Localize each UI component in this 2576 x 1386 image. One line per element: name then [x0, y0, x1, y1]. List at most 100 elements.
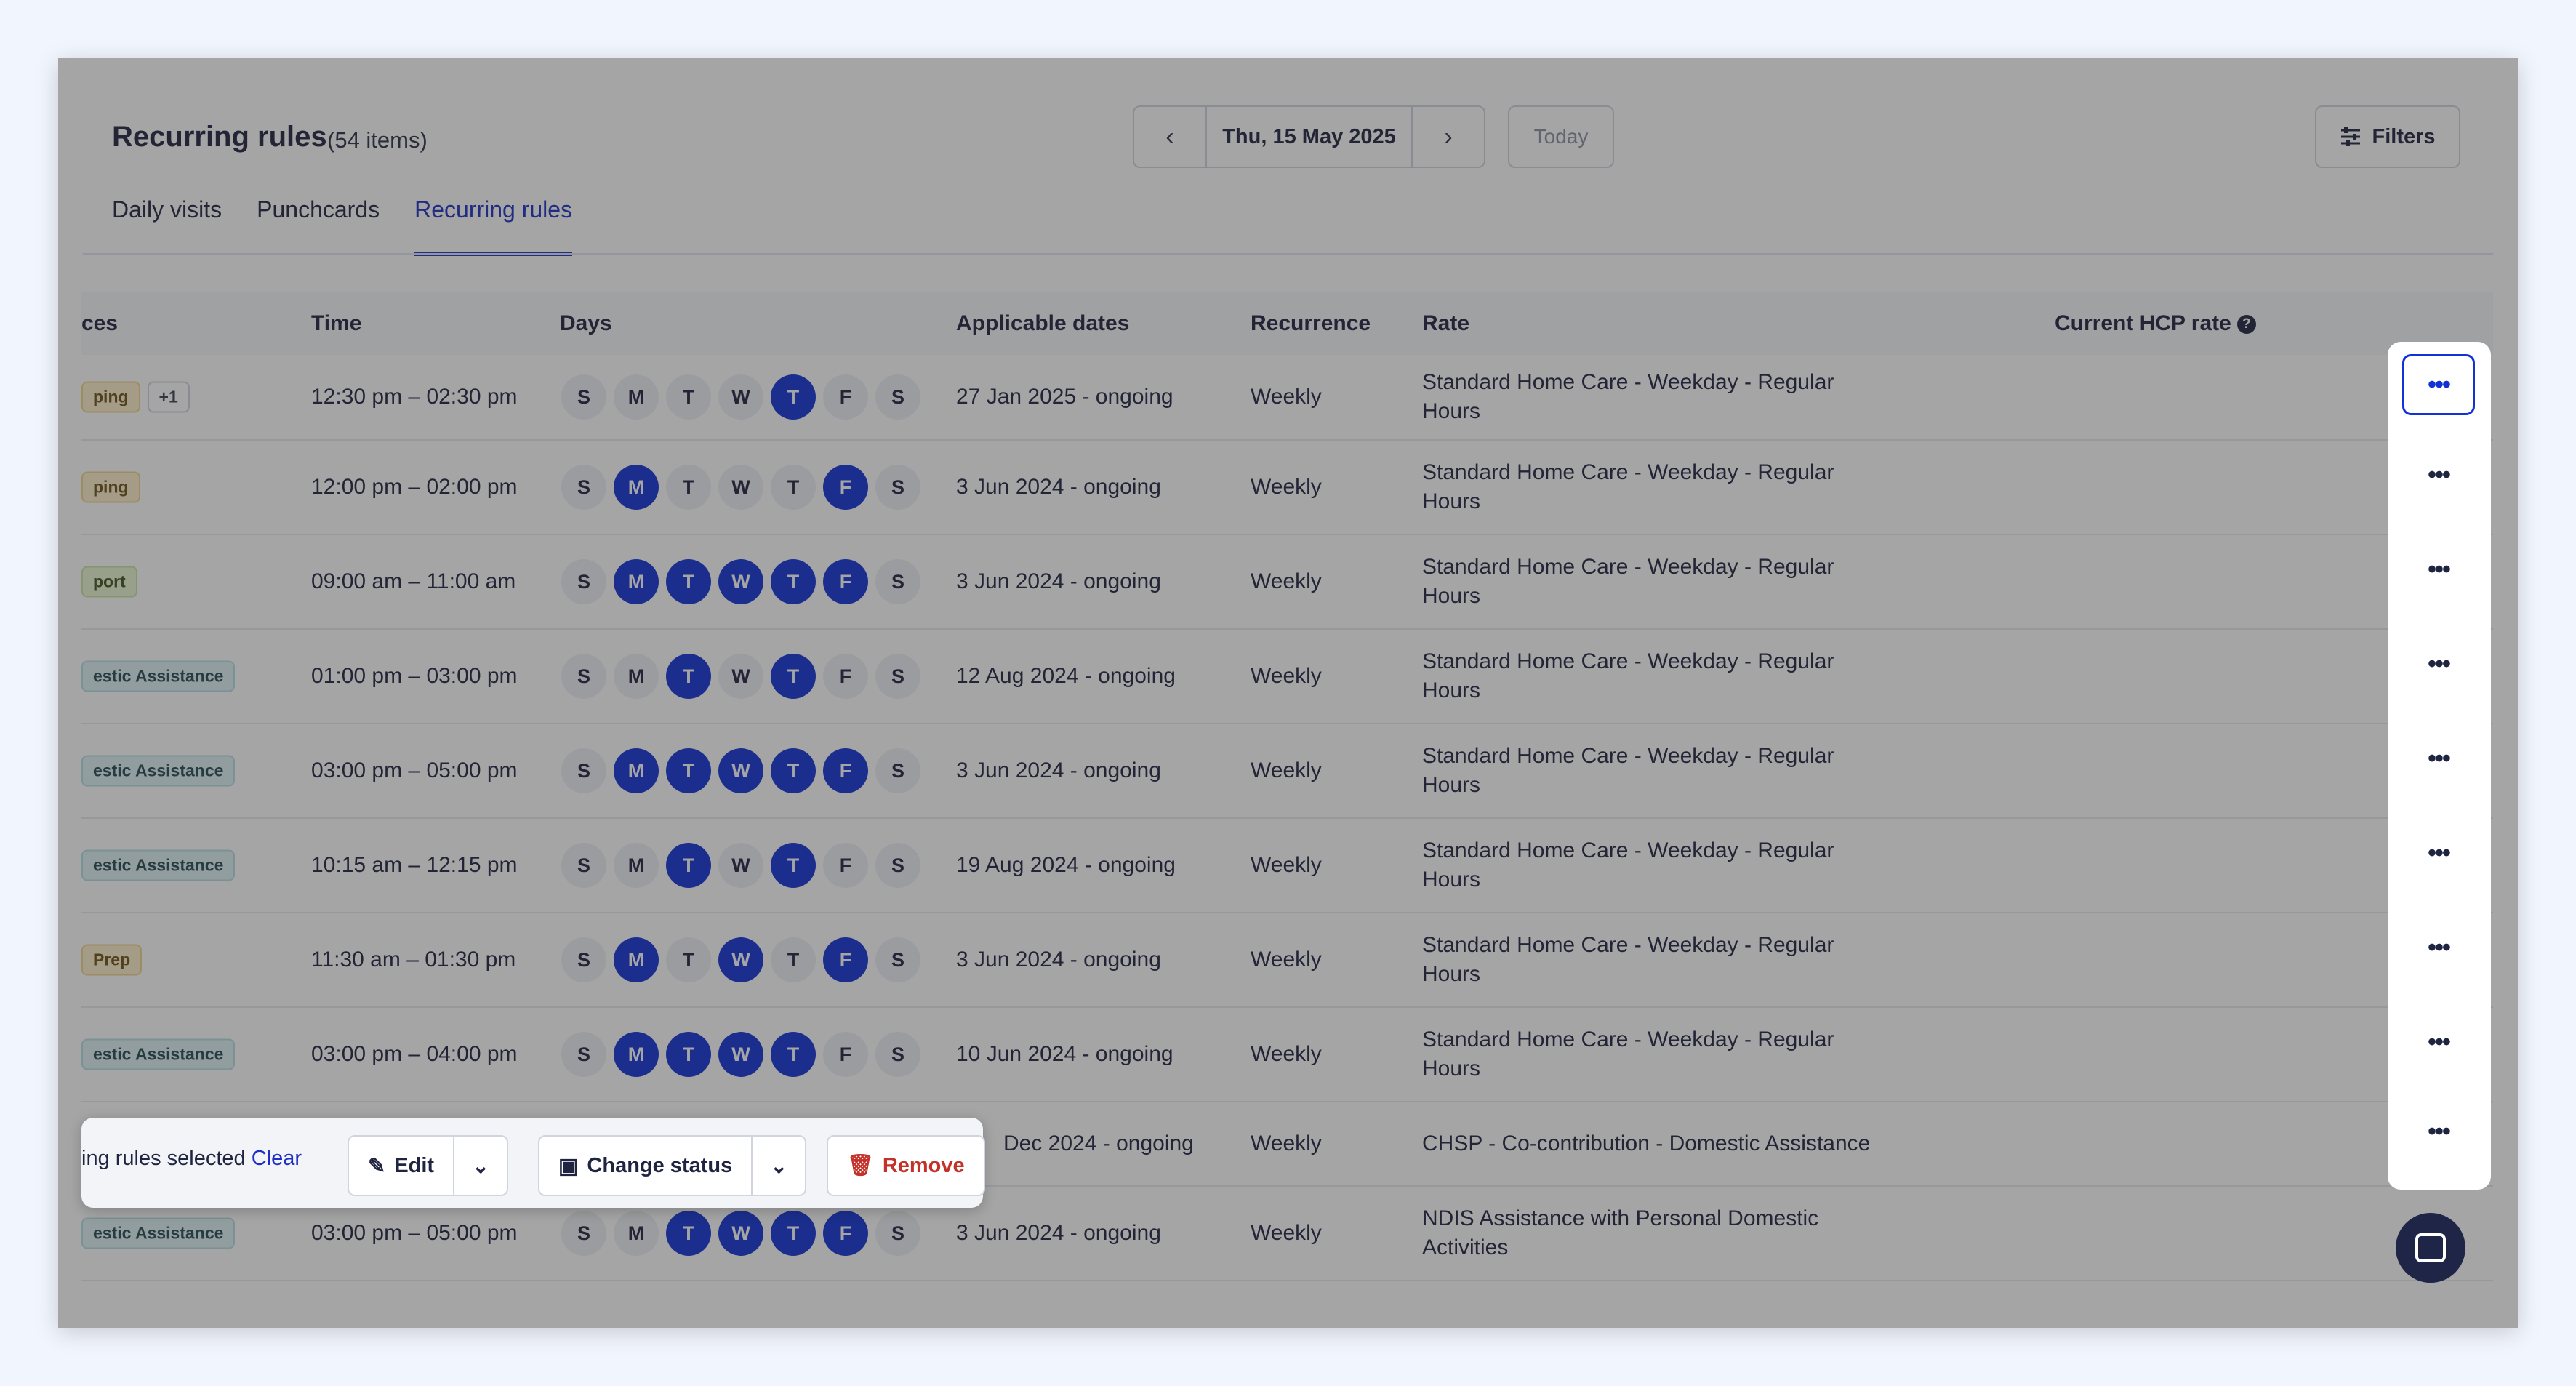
recurrence-cell: Weekly — [1251, 1131, 1322, 1155]
remove-button[interactable]: 🗑 Remove — [827, 1135, 985, 1196]
applicable-dates-cell: 3 Jun 2024 - ongoing — [956, 569, 1161, 593]
change-status-split-button: ▣ Change status ⌄ — [538, 1135, 807, 1196]
applicable-dates-cell: Dec 2024 - ongoing — [1003, 1131, 1194, 1155]
col-current-hcp-rate: Current HCP rate? — [2055, 311, 2256, 336]
tab-punchcards[interactable]: Punchcards — [257, 196, 380, 223]
row-actions-button[interactable]: ••• — [2428, 1028, 2451, 1056]
recurrence-cell: Weekly — [1251, 1042, 1322, 1066]
day-indicator: T — [771, 654, 816, 699]
row-actions-button[interactable]: ••• — [2428, 744, 2451, 772]
row-actions-button[interactable]: ••• — [2428, 1117, 2451, 1145]
current-date[interactable]: Thu, 15 May 2025 — [1205, 107, 1413, 167]
edit-button[interactable]: ✎ Edit — [349, 1137, 453, 1195]
change-status-button[interactable]: ▣ Change status — [539, 1137, 751, 1195]
day-indicator: S — [561, 1211, 606, 1256]
day-indicator: S — [875, 843, 920, 888]
modal-overlay[interactable] — [58, 58, 2518, 1328]
service-tag: Prep — [81, 944, 143, 976]
applicable-dates-cell: 12 Aug 2024 - ongoing — [956, 664, 1176, 688]
tab-divider — [83, 253, 2493, 255]
row-actions-button[interactable]: ••• — [2428, 838, 2451, 867]
day-indicator: T — [771, 1032, 816, 1077]
table-row[interactable]: ping +1 12:30 pm – 02:30 pm S M T W T F S 27 Jan 2… — [81, 355, 2493, 441]
recurrence-cell: Weekly — [1251, 664, 1322, 688]
today-button[interactable]: Today — [1508, 105, 1614, 168]
row-actions-button[interactable]: ••• — [2428, 555, 2451, 583]
applicable-dates-cell: 3 Jun 2024 - ongoing — [956, 1221, 1161, 1245]
table-row[interactable]: estic Assistance 10:15 am – 12:15 pm S M T W T… — [81, 819, 2493, 913]
col-days: Days — [560, 311, 612, 335]
table-row[interactable]: Dec 2024 - ongoing Weekly CHSP - Co-contri… — [81, 1102, 2493, 1187]
clear-selection-link[interactable]: Clear — [251, 1147, 302, 1170]
day-indicator: S — [561, 559, 606, 604]
row-actions-button[interactable]: ••• — [2428, 460, 2451, 489]
applicable-dates-cell: 3 Jun 2024 - ongoing — [956, 475, 1161, 499]
day-indicator: T — [666, 1032, 711, 1077]
day-indicator: F — [823, 374, 868, 420]
table-row[interactable]: ping 12:00 pm – 02:00 pm S M T W T F S 3 Jun 2024… — [81, 441, 2493, 535]
service-tag: estic Assistance — [81, 1217, 236, 1249]
day-indicator: W — [718, 654, 763, 699]
edit-dropdown-button[interactable]: ⌄ — [453, 1137, 507, 1195]
service-tags: Prep — [81, 944, 143, 976]
row-actions-button[interactable]: ••• — [2428, 649, 2451, 678]
day-indicator: W — [718, 748, 763, 793]
trash-icon: 🗑 — [847, 1154, 874, 1177]
item-count: (54 items) — [327, 127, 428, 153]
day-indicator: S — [875, 465, 920, 510]
recurrence-cell: Weekly — [1251, 853, 1322, 877]
day-indicator: T — [771, 559, 816, 604]
day-indicator: M — [614, 559, 659, 604]
applicable-dates-cell: 3 Jun 2024 - ongoing — [956, 948, 1161, 972]
filters-button[interactable]: Filters — [2315, 105, 2460, 168]
day-indicator: F — [823, 1211, 868, 1256]
selection-summary: ing rules selected Clear — [81, 1147, 302, 1171]
table-row[interactable]: estic Assistance 03:00 pm – 04:00 pm S M T W T… — [81, 1008, 2493, 1102]
rate-cell: CHSP - Co-contribution - Domestic Assist… — [1422, 1131, 1871, 1155]
next-date-button[interactable]: › — [1413, 107, 1484, 167]
table-row[interactable]: estic Assistance 01:00 pm – 03:00 pm S M T W T… — [81, 630, 2493, 724]
col-time: Time — [311, 311, 362, 335]
day-indicator: M — [614, 1211, 659, 1256]
service-tags: estic Assistance — [81, 849, 236, 881]
day-indicator: S — [561, 748, 606, 793]
service-tag: ping — [81, 471, 140, 503]
day-indicator: F — [823, 937, 868, 982]
pencil-icon: ✎ — [368, 1154, 386, 1178]
page-title: Recurring rules — [112, 121, 327, 153]
more-tags-badge[interactable]: +1 — [147, 381, 190, 413]
row-actions-button[interactable]: ••• — [2428, 933, 2451, 961]
tab-daily-visits[interactable]: Daily visits — [112, 196, 222, 223]
service-tags: estic Assistance — [81, 1038, 236, 1070]
table-row[interactable]: estic Assistance 03:00 pm – 05:00 pm S M T W T… — [81, 724, 2493, 819]
day-indicator: M — [614, 654, 659, 699]
table-row[interactable]: Prep 11:30 am – 01:30 pm S M T W T F S 3 Jun 2024… — [81, 913, 2493, 1008]
time-cell: 03:00 pm – 05:00 pm — [311, 758, 518, 782]
day-indicator: F — [823, 748, 868, 793]
row-actions-button[interactable]: ••• — [2402, 354, 2475, 415]
help-icon[interactable]: ? — [2236, 315, 2256, 335]
prev-date-button[interactable]: ‹ — [1134, 107, 1205, 167]
remove-button-content: 🗑 Remove — [828, 1137, 984, 1195]
chat-launcher-button[interactable] — [2396, 1213, 2465, 1283]
service-tag: estic Assistance — [81, 1038, 236, 1070]
change-status-dropdown-button[interactable]: ⌄ — [751, 1137, 805, 1195]
day-indicator: S — [875, 654, 920, 699]
table-row[interactable]: estic Assistance 03:00 pm – 05:00 pm S M T W T… — [81, 1187, 2493, 1281]
day-indicator: T — [771, 374, 816, 420]
day-indicator: S — [561, 1032, 606, 1077]
time-cell: 11:30 am – 01:30 pm — [311, 948, 516, 972]
rate-cell: Standard Home Care - Weekday - Regular H… — [1422, 555, 1834, 608]
col-hcp-label: Current HCP rate — [2055, 311, 2231, 335]
service-tag: estic Assistance — [81, 849, 236, 881]
table-row[interactable]: port 09:00 am – 11:00 am S M T W T F S 3 Jun 2024… — [81, 535, 2493, 630]
day-indicator: S — [561, 374, 606, 420]
recurrence-cell: Weekly — [1251, 948, 1322, 972]
day-indicator: T — [771, 1211, 816, 1256]
rate-cell: Standard Home Care - Weekday - Regular H… — [1422, 933, 1834, 986]
